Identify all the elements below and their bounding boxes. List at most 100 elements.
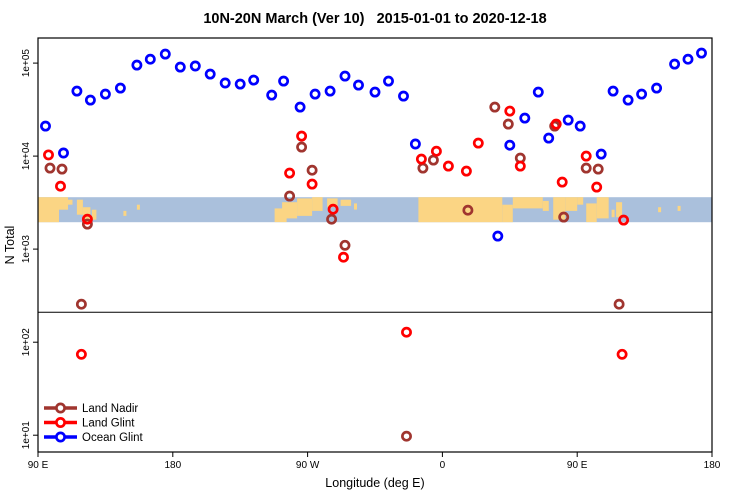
data-point xyxy=(636,88,648,100)
data-point xyxy=(489,101,501,113)
legend-label: Land Glint xyxy=(82,418,135,430)
data-point xyxy=(383,75,394,87)
data-point xyxy=(460,165,472,177)
data-point xyxy=(219,77,231,89)
data-point xyxy=(278,75,290,87)
map-land-patch xyxy=(312,197,323,211)
data-point xyxy=(75,348,87,360)
y-axis-title: N Total xyxy=(3,226,17,265)
legend-label: Land Nadir xyxy=(82,403,138,415)
data-point xyxy=(99,88,111,100)
x-axis-title: Longitude (deg E) xyxy=(325,476,424,490)
data-point xyxy=(574,120,586,132)
world-map-strip xyxy=(38,197,712,223)
y-tick-label: 1e+03 xyxy=(21,235,32,264)
data-point xyxy=(417,162,429,174)
legend-marker xyxy=(55,417,66,428)
data-point xyxy=(296,130,308,142)
data-point xyxy=(519,112,531,124)
data-point xyxy=(306,164,318,176)
data-point xyxy=(504,105,516,117)
data-point xyxy=(284,167,296,179)
map-land-patch xyxy=(282,202,298,219)
data-point xyxy=(595,148,607,160)
map-land-patch xyxy=(658,207,662,213)
map-land-patch xyxy=(38,197,59,223)
data-point xyxy=(591,181,603,193)
legend-marker xyxy=(55,431,66,443)
x-tick-label: 0 xyxy=(440,460,446,471)
map-land-patch xyxy=(340,199,352,206)
data-point xyxy=(472,137,484,149)
data-point xyxy=(562,114,574,126)
data-point xyxy=(189,60,201,72)
data-point xyxy=(427,154,439,166)
map-land-patch xyxy=(297,198,313,216)
series-land-nadir xyxy=(44,101,625,442)
data-point xyxy=(326,213,338,225)
data-point xyxy=(532,86,544,98)
data-point xyxy=(114,82,126,94)
data-point xyxy=(401,430,412,442)
y-tick-label: 1e+01 xyxy=(21,421,32,450)
map-land-patch xyxy=(616,202,623,218)
data-point xyxy=(651,82,663,94)
map-land-patch xyxy=(354,203,357,210)
data-point xyxy=(75,298,87,310)
plot-frame xyxy=(37,37,713,453)
map-land-patch xyxy=(123,210,127,216)
map-land-patch xyxy=(502,204,513,223)
data-point xyxy=(415,153,427,165)
data-point xyxy=(131,59,143,71)
y-axis-ticks: 1e+01 1e+02 1e+03 1e+04 1e+05 xyxy=(21,49,38,450)
data-point xyxy=(607,85,619,97)
data-point xyxy=(284,190,296,202)
data-point xyxy=(613,298,625,310)
data-point xyxy=(616,348,628,360)
series-ocean-glint xyxy=(40,47,707,242)
data-point xyxy=(324,85,336,97)
map-land-patch xyxy=(677,205,681,211)
data-point xyxy=(306,178,318,190)
map-land-patch xyxy=(327,198,338,208)
data-point xyxy=(409,138,421,150)
data-point xyxy=(294,101,306,113)
map-land-patch xyxy=(68,199,73,205)
data-point xyxy=(40,120,51,132)
data-point xyxy=(296,141,308,153)
map-land-patch xyxy=(512,197,543,209)
data-point xyxy=(43,149,54,161)
data-point xyxy=(622,94,634,106)
data-point xyxy=(55,180,66,192)
map-land-patch xyxy=(596,197,609,219)
chart-title: 10N-20N March (Ver 10) 2015-01-01 to 202… xyxy=(203,11,546,27)
data-point xyxy=(81,218,93,230)
legend-item: Land Nadir xyxy=(44,402,138,415)
map-land-patch xyxy=(76,199,83,215)
y-tick-label: 1e+04 xyxy=(21,142,32,171)
data-point xyxy=(81,213,93,225)
x-tick-label: 90 E xyxy=(28,460,49,471)
data-point xyxy=(174,61,186,73)
data-point xyxy=(502,118,514,130)
data-point xyxy=(514,160,526,172)
data-point xyxy=(144,53,156,65)
data-point xyxy=(442,160,454,172)
legend-marker xyxy=(55,402,66,414)
x-tick-label: 180 xyxy=(164,460,181,471)
data-point xyxy=(618,214,630,226)
data-point xyxy=(669,58,681,70)
legend: Land Nadir Land Glint Ocean Glint xyxy=(44,402,144,444)
data-point xyxy=(309,88,321,100)
map-land-patch xyxy=(611,209,615,218)
data-point xyxy=(339,239,351,251)
map-land-patch xyxy=(586,203,597,223)
data-point xyxy=(204,68,216,80)
legend-item: Land Glint xyxy=(44,417,135,430)
y-tick-label: 1e+02 xyxy=(21,328,32,357)
legend-item: Ocean Glint xyxy=(44,431,144,444)
data-point xyxy=(56,163,68,175)
data-point xyxy=(430,145,442,157)
x-tick-label: 180 xyxy=(704,460,721,471)
